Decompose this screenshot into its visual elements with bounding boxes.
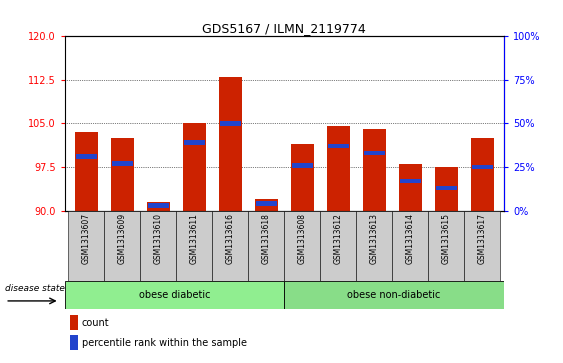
Bar — [146, 202, 170, 211]
Bar — [256, 201, 277, 206]
Text: GSM1313614: GSM1313614 — [406, 213, 415, 264]
Bar — [182, 123, 206, 211]
Bar — [184, 140, 205, 145]
Bar — [148, 203, 169, 208]
Text: GSM1313617: GSM1313617 — [478, 213, 487, 264]
Bar — [68, 211, 104, 281]
Bar — [328, 144, 349, 148]
Text: GSM1313615: GSM1313615 — [442, 213, 451, 264]
Bar — [218, 77, 242, 211]
Bar — [111, 138, 134, 211]
Text: GSM1313608: GSM1313608 — [298, 213, 307, 264]
Bar — [212, 211, 248, 281]
Text: GSM1313613: GSM1313613 — [370, 213, 379, 264]
Bar — [327, 126, 350, 211]
Bar — [70, 315, 78, 330]
Bar — [220, 121, 241, 126]
Bar — [248, 211, 284, 281]
Text: GSM1313612: GSM1313612 — [334, 213, 343, 264]
Bar — [356, 211, 392, 281]
Bar — [70, 335, 78, 350]
Bar — [75, 154, 97, 159]
Text: count: count — [82, 318, 109, 327]
Bar — [254, 199, 278, 211]
Text: obese non-diabetic: obese non-diabetic — [347, 290, 441, 300]
Title: GDS5167 / ILMN_2119774: GDS5167 / ILMN_2119774 — [203, 22, 366, 35]
Bar — [65, 281, 284, 309]
Text: GSM1313610: GSM1313610 — [154, 213, 163, 264]
Bar — [399, 164, 422, 211]
Bar — [436, 185, 457, 190]
Bar — [472, 165, 493, 169]
Bar — [284, 281, 504, 309]
Text: GSM1313616: GSM1313616 — [226, 213, 235, 264]
Bar — [176, 211, 212, 281]
Bar — [428, 211, 464, 281]
Bar — [111, 161, 133, 166]
Bar — [104, 211, 140, 281]
Bar — [292, 163, 313, 168]
Bar — [400, 179, 421, 183]
Bar — [363, 129, 386, 211]
Bar — [284, 211, 320, 281]
Bar — [364, 151, 385, 155]
Text: percentile rank within the sample: percentile rank within the sample — [82, 338, 247, 347]
Bar — [435, 167, 458, 211]
Bar — [464, 211, 501, 281]
Text: GSM1313607: GSM1313607 — [82, 213, 91, 265]
Text: obese diabetic: obese diabetic — [139, 290, 210, 300]
Text: GSM1313618: GSM1313618 — [262, 213, 271, 264]
Text: disease state: disease state — [5, 285, 65, 293]
Bar — [320, 211, 356, 281]
Bar — [291, 144, 314, 211]
Bar — [471, 138, 494, 211]
Bar — [392, 211, 428, 281]
Text: GSM1313609: GSM1313609 — [118, 213, 127, 265]
Bar — [75, 132, 98, 211]
Bar — [140, 211, 176, 281]
Text: GSM1313611: GSM1313611 — [190, 213, 199, 264]
